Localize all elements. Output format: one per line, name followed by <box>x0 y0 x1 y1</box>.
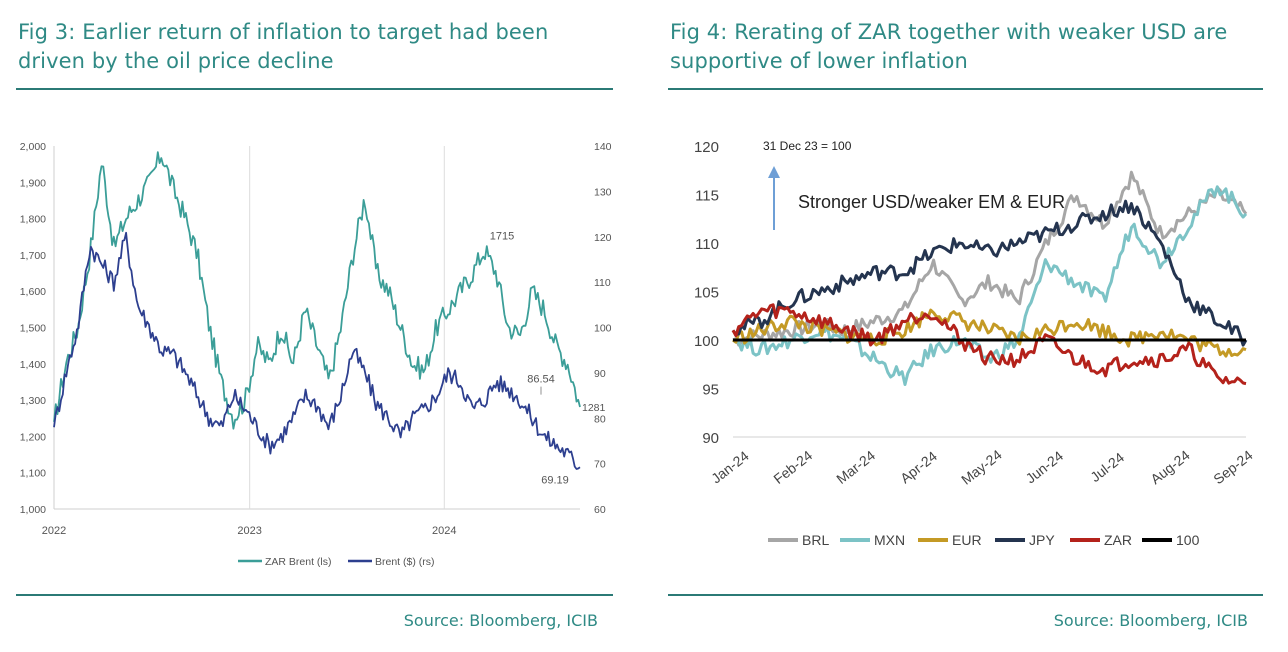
figure-4-y-tick-label: 95 <box>702 382 719 399</box>
figure-4-x-tick-label: Sep-24 <box>1210 447 1256 488</box>
figure-4-y-tick-label: 110 <box>695 236 719 253</box>
figure-3-panel: Fig 3: Earlier return of inflation to ta… <box>0 0 630 652</box>
figure-4-y-tick-label: 90 <box>702 430 719 447</box>
figure-3-annotation-69-19: 69.19 <box>541 474 569 486</box>
figure-3-annotation-1715: 1715 <box>490 230 514 242</box>
figure-4-x-tick-label: Aug-24 <box>1147 447 1193 488</box>
figure-4-x-tick-label: May-24 <box>958 446 1005 487</box>
figure-4-top-rule <box>668 88 1263 90</box>
figure-4-legend-label: ZAR <box>1104 532 1132 548</box>
figure-4-legend-label: MXN <box>874 532 905 548</box>
figure-3-annotation-86-54: 86.54 <box>527 374 555 386</box>
figure-3-right-tick-label: 80 <box>594 413 606 425</box>
figure-3-bottom-rule <box>16 594 613 596</box>
figure-3-right-tick-label: 70 <box>594 459 606 471</box>
figure-4-title: Fig 4: Rerating of ZAR together with wea… <box>670 20 1228 73</box>
figure-3-x-tick-label: 2022 <box>42 525 66 537</box>
figure-3-top-rule <box>16 88 613 90</box>
figure-4-legend-label: 100 <box>1176 532 1200 548</box>
figure-3-source: Source: Bloomberg, ICIB <box>403 611 598 630</box>
figure-3-left-tick-label: 1,400 <box>20 359 46 371</box>
figure-4-legend-label: EUR <box>952 532 982 548</box>
figure-4-y-tick-label: 105 <box>694 285 719 302</box>
figure-3-title: Fig 3: Earlier return of inflation to ta… <box>18 20 549 73</box>
figure-4-x-tick-label: Jun-24 <box>1023 447 1067 486</box>
figure-3-left-tick-label: 1,000 <box>20 504 46 516</box>
figure-3-left-tick-label: 1,800 <box>20 214 46 226</box>
figure-4-annotation-direction: Stronger USD/weaker EM & EUR <box>798 192 1065 212</box>
figure-3-right-tick-label: 90 <box>594 368 606 380</box>
figure-4-chart: 90 95 100 105 110 115 120 Jan-24 Feb-24 Mar-24 Apr… <box>694 139 1256 548</box>
figure-4-y-tick-label: 115 <box>695 188 719 205</box>
figure-3-left-tick-label: 1,300 <box>20 395 46 407</box>
figure-4-legend-label: BRL <box>802 532 829 548</box>
figure-3-left-tick-label: 1,700 <box>20 250 46 262</box>
figure-3-left-tick-label: 1,100 <box>20 468 46 480</box>
figure-4-x-tick-label: Jan-24 <box>708 447 752 486</box>
figure-3-legend-label: ZAR Brent (ls) <box>265 556 332 568</box>
figure-4-x-tick-label: Feb-24 <box>770 447 815 487</box>
figure-4-x-tick-label: Jul-24 <box>1087 449 1127 485</box>
figure-4-y-tick-label: 100 <box>694 333 719 350</box>
figure-4-x-tick-label: Mar-24 <box>833 447 878 487</box>
figure-4-series-jpy <box>731 199 1248 347</box>
figure-4-bottom-rule <box>668 594 1263 596</box>
figure-3-legend-label: Brent ($) (rs) <box>375 556 435 568</box>
figure-3-left-tick-label: 1,600 <box>20 286 46 298</box>
figure-4-x-tick-label: Apr-24 <box>897 448 940 487</box>
figure-3-right-tick-label: 140 <box>594 141 612 153</box>
figure-3-right-tick-label: 100 <box>594 323 612 335</box>
figure-4-legend-label: JPY <box>1029 532 1055 548</box>
figure-4-series-eur <box>732 308 1247 358</box>
figure-3-left-tick-label: 2,000 <box>20 141 46 153</box>
figure-4-panel: Fig 4: Rerating of ZAR together with wea… <box>650 0 1280 652</box>
figure-3-series-brent-usd <box>53 231 581 470</box>
figure-3-series-zar-brent <box>53 151 581 430</box>
figure-4-arrow-head <box>768 166 780 178</box>
figure-3-right-tick-label: 130 <box>594 186 612 198</box>
figure-3-x-tick-label: 2024 <box>432 525 456 537</box>
figure-3-right-tick-label: 60 <box>594 504 606 516</box>
figure-3-x-tick-label: 2023 <box>237 525 261 537</box>
figure-3-right-tick-label: 110 <box>594 277 611 289</box>
figure-3-right-tick-label: 120 <box>594 232 612 244</box>
figure-3-left-tick-label: 1,900 <box>20 177 46 189</box>
figure-3-left-tick-label: 1,500 <box>20 323 46 335</box>
figure-4-y-tick-label: 120 <box>694 139 719 156</box>
figure-4-series-brl <box>732 170 1248 347</box>
figure-4-annotation-base: 31 Dec 23 = 100 <box>763 139 852 153</box>
figure-3-left-tick-label: 1,200 <box>20 431 46 443</box>
figure-4-series-mxn <box>732 185 1248 386</box>
figure-4-source: Source: Bloomberg, ICIB <box>1053 611 1248 630</box>
figure-4-series-zar <box>731 303 1247 386</box>
figure-3-chart: 2022 2023 2024 1,000 1,100 1,200 1,300 1,400 1,5… <box>20 141 612 568</box>
figure-3-annotation-1281: 1281 <box>582 402 606 414</box>
